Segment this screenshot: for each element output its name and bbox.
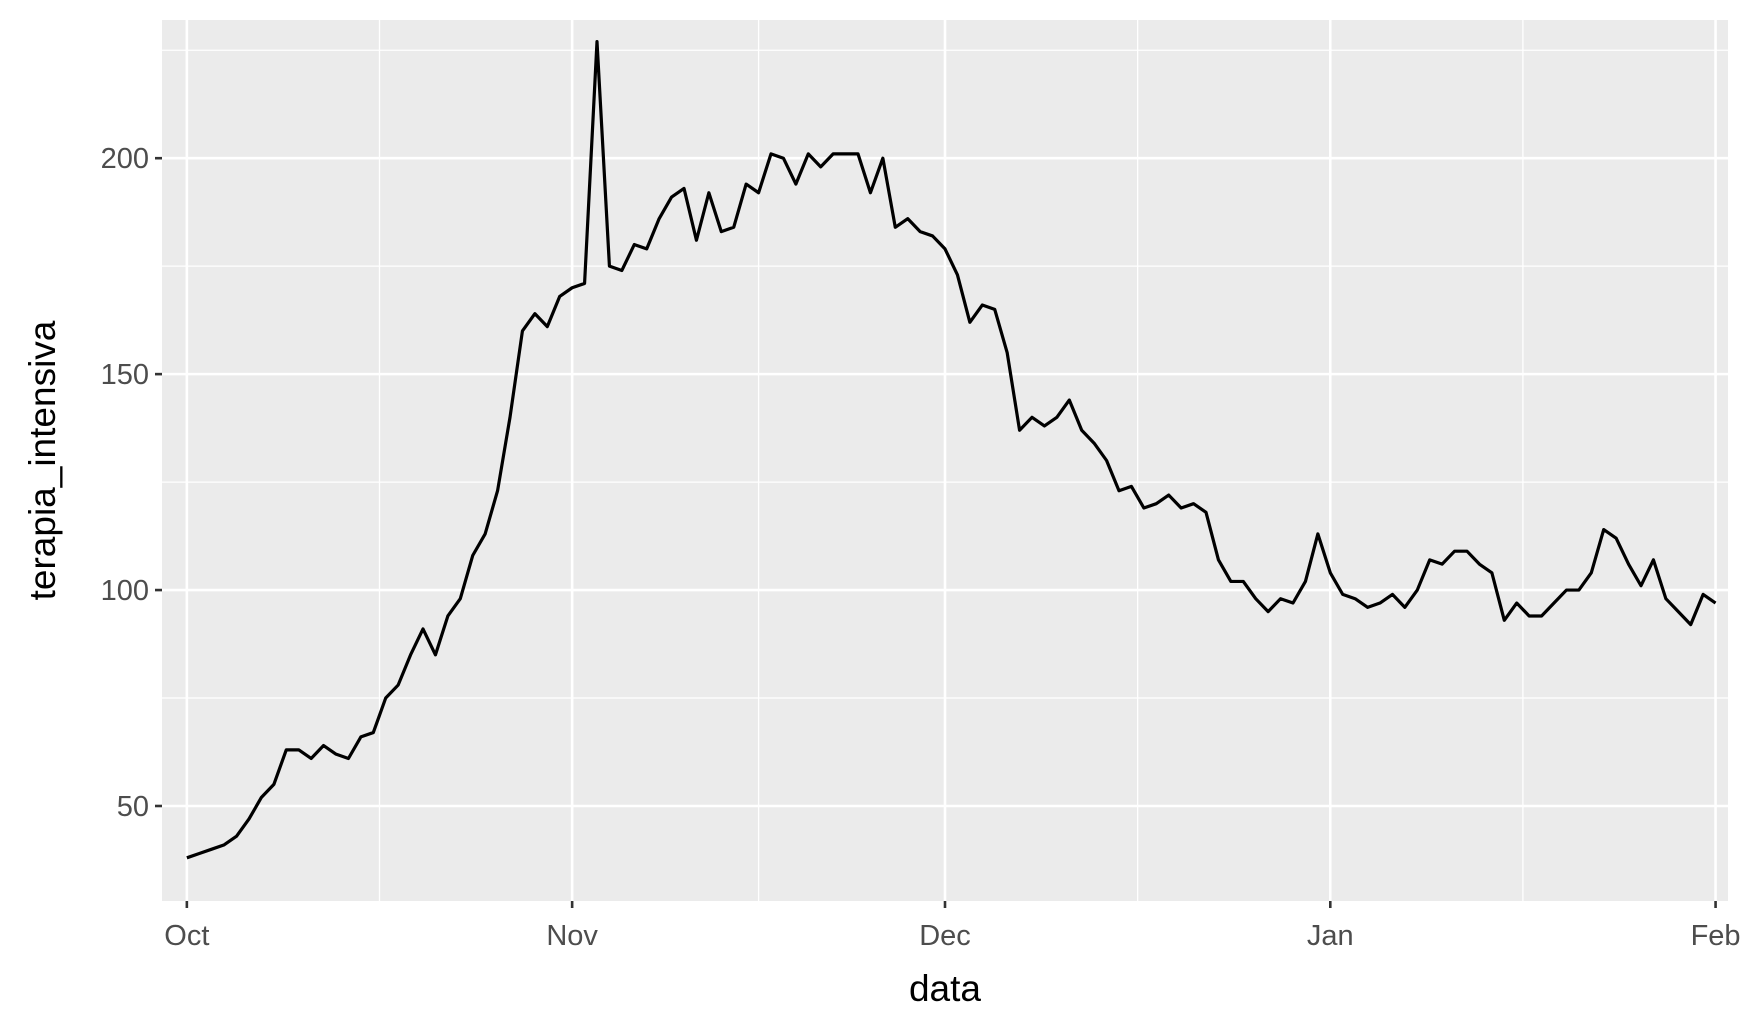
y-axis-tick-labels: 50 100 150 200 xyxy=(101,143,149,823)
y-axis-title: terapia_intensiva xyxy=(22,320,63,600)
y-tick-label: 50 xyxy=(117,791,149,823)
y-tick-label: 100 xyxy=(101,575,149,607)
x-tick-label: Dec xyxy=(919,920,971,952)
axis-ticks xyxy=(155,156,1717,908)
major-gridlines xyxy=(162,20,1728,901)
x-tick-label: Jan xyxy=(1307,920,1354,952)
x-axis-title: data xyxy=(909,968,981,1009)
y-tick-label: 150 xyxy=(101,359,149,391)
x-axis-tick-labels: Oct Nov Dec Jan Feb xyxy=(164,920,1740,952)
x-tick-label: Oct xyxy=(164,920,209,952)
y-tick-label: 200 xyxy=(101,143,149,175)
series-line xyxy=(186,39,1717,860)
x-tick-label: Feb xyxy=(1691,920,1741,952)
x-tick-label: Nov xyxy=(546,920,598,952)
